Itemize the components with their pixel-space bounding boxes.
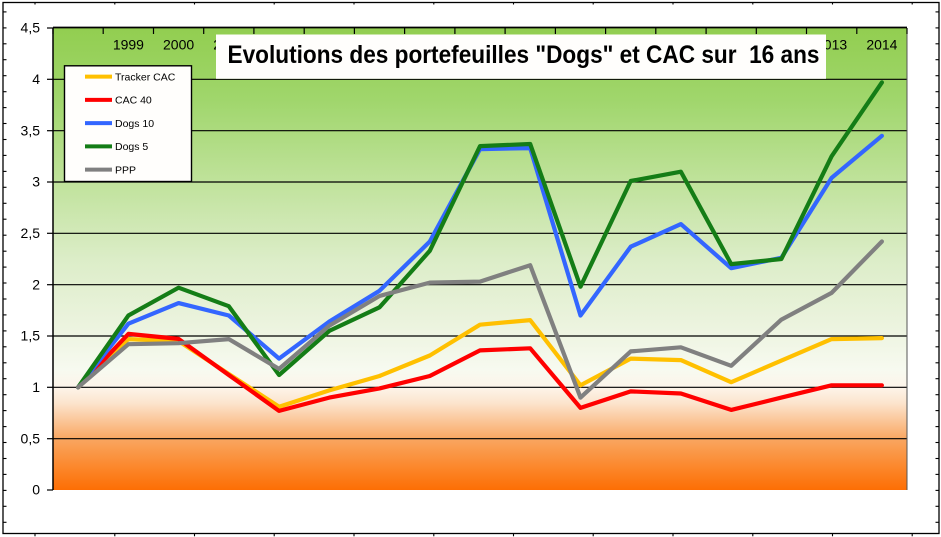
svg-text:CAC 40: CAC 40 (115, 95, 152, 107)
svg-text:Dogs 10: Dogs 10 (115, 118, 154, 130)
svg-text:2,5: 2,5 (21, 225, 41, 241)
svg-text:3,5: 3,5 (21, 122, 41, 138)
svg-text:4,5: 4,5 (21, 20, 41, 36)
svg-text:0,5: 0,5 (21, 430, 41, 446)
svg-text:2014: 2014 (866, 37, 897, 53)
svg-text:3: 3 (32, 174, 40, 190)
svg-text:Dogs 5: Dogs 5 (115, 141, 148, 153)
svg-text:1: 1 (32, 379, 40, 395)
svg-text:2000: 2000 (163, 37, 194, 53)
svg-text:PPP: PPP (115, 164, 136, 176)
svg-text:1,5: 1,5 (21, 328, 41, 344)
svg-text:4: 4 (32, 71, 40, 87)
svg-text:2: 2 (32, 276, 40, 292)
svg-text:Tracker CAC: Tracker CAC (115, 71, 176, 83)
svg-text:1999: 1999 (113, 37, 144, 53)
svg-text:0: 0 (32, 482, 40, 498)
svg-text:Evolutions des portefeuilles ": Evolutions des portefeuilles "Dogs" et C… (228, 41, 820, 69)
